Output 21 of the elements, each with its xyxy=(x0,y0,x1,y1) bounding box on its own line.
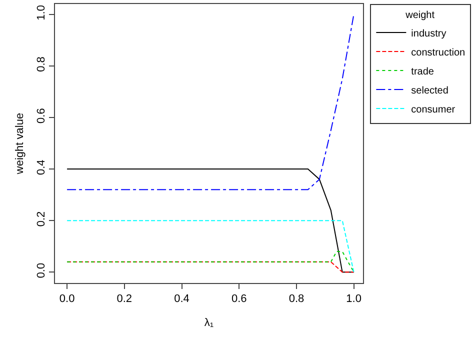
y-tick-label: 0.2 xyxy=(36,211,48,227)
y-tick-label: 0.4 xyxy=(36,160,48,176)
legend-label: trade xyxy=(411,66,434,78)
x-tick-label: 0.8 xyxy=(288,293,304,306)
y-tick-label: 0.8 xyxy=(36,56,48,72)
x-tick-label: 0.2 xyxy=(116,293,132,306)
legend-label: consumer xyxy=(411,104,456,116)
legend-label: selected xyxy=(411,85,448,96)
x-tick-label: 0.6 xyxy=(231,293,247,306)
y-tick-label: 0.6 xyxy=(36,108,48,124)
y-axis-title: weight value xyxy=(14,112,26,176)
y-tick-label: 1.0 xyxy=(36,5,48,20)
x-tick-label: 1.0 xyxy=(346,293,362,306)
x-tick-label: 0.4 xyxy=(174,293,190,306)
x-tick-label: 0.0 xyxy=(59,293,75,306)
y-tick-label: 0.0 xyxy=(36,262,48,278)
line-series xyxy=(66,14,354,190)
x-axis-title: λ₁ xyxy=(204,317,214,329)
legend-label: industry xyxy=(411,28,446,40)
legend-label: construction xyxy=(411,47,466,58)
legend-title: weight xyxy=(404,10,435,21)
